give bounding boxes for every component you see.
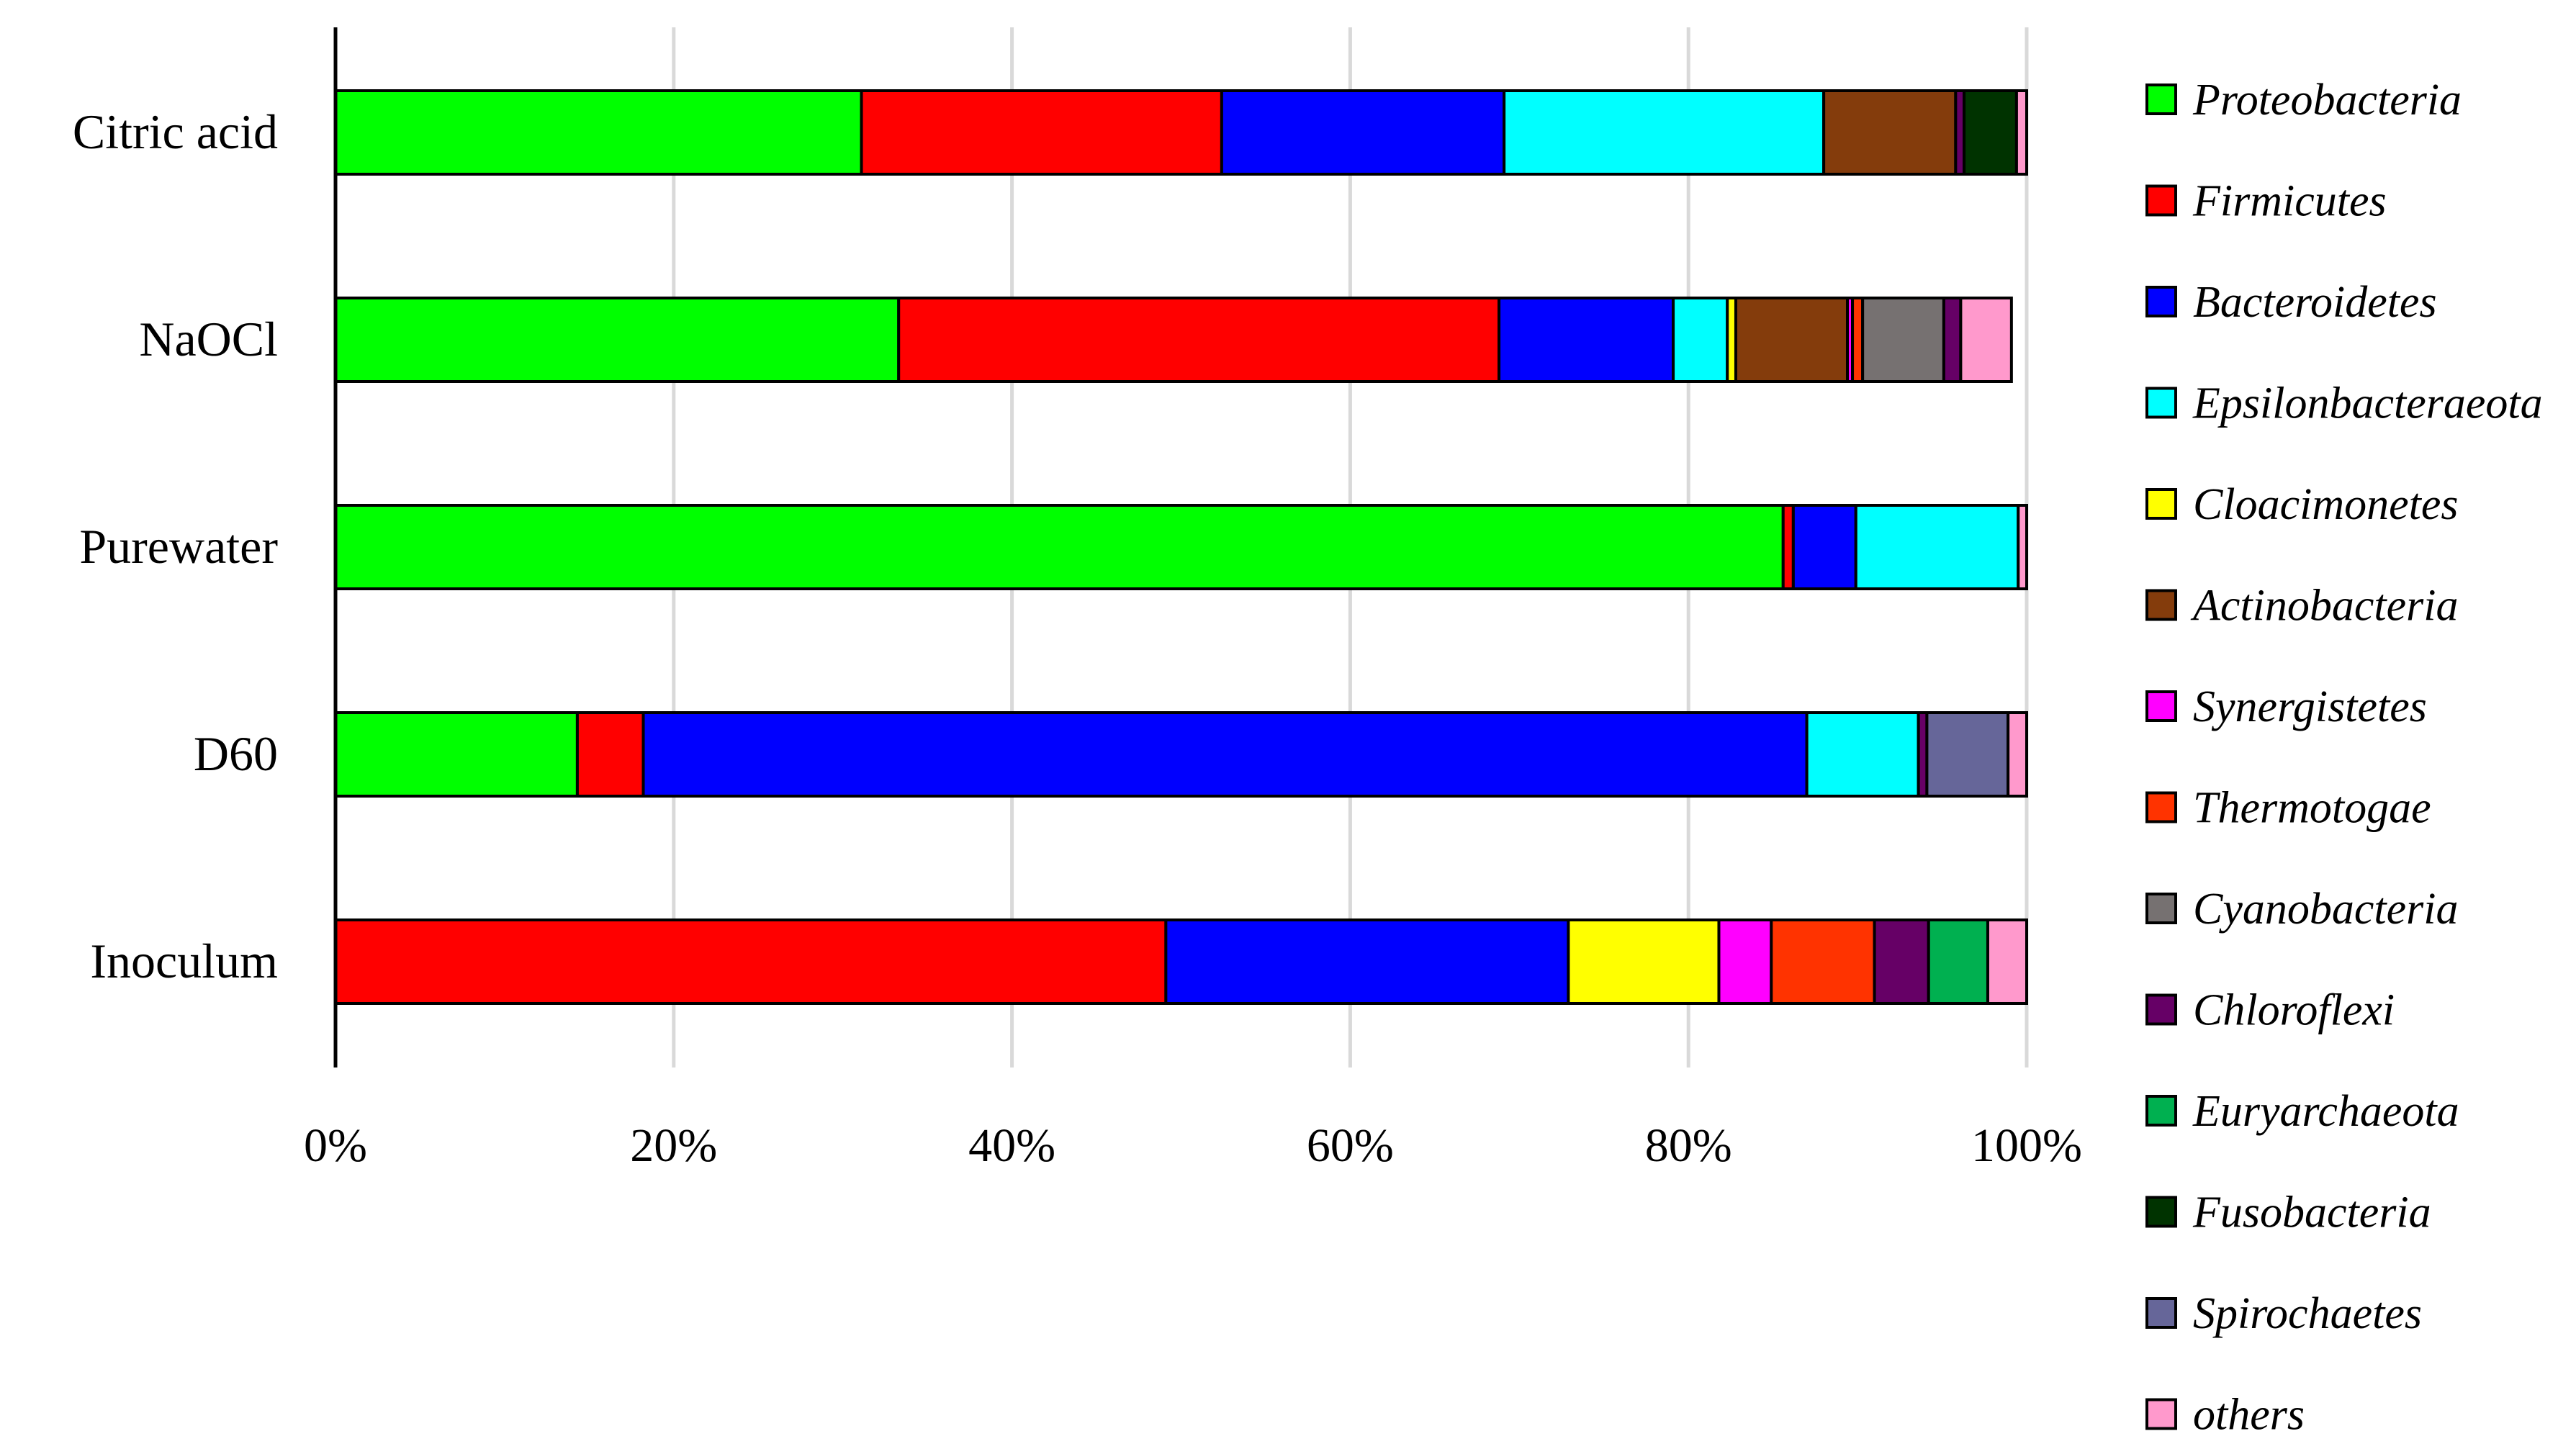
bar-segment [334,297,901,383]
legend-label: Proteobacteria [2192,76,2462,125]
bar-segment [334,711,579,798]
legend-label: Firmicutes [2192,177,2387,226]
legend-swatch [2145,1095,2177,1127]
category-label: Inoculum [90,934,278,988]
bar-segment [334,504,1785,590]
bar-segment [1734,297,1850,383]
legend-swatch [2145,993,2177,1026]
legend-swatch [2145,1196,2177,1228]
category-labels: Citric acid NaOCl Purewater D60 Inoculum [73,104,278,988]
legend-item: Synergistetes [2145,682,2427,731]
legend-swatch [2145,690,2177,722]
x-tick-label: 80% [1645,1119,1732,1172]
legend-label: Bacteroidetes [2193,278,2437,327]
bar-segment [1220,89,1506,176]
bar-segment [1672,297,1729,383]
bar-segment [1791,504,1857,590]
bar-segment [1164,918,1570,1005]
legend-item: Actinobacteria [2145,582,2458,631]
bar-segment [1498,297,1675,383]
bar-segment [2017,504,2028,590]
legend-label: Fusobacteria [2192,1188,2431,1237]
x-tick-label: 60% [1307,1119,1394,1172]
bar-segment [1963,89,2018,176]
bar-segment [1986,918,2028,1005]
bar-segment [1770,918,1876,1005]
bar-segment [1717,918,1773,1005]
legend-label: Cloacimonetes [2193,480,2459,529]
legend-item: Spirochaetes [2145,1289,2422,1338]
legend-swatch [2145,1297,2177,1329]
bar-segment [1927,918,1989,1005]
legend-swatch [2145,387,2177,419]
bars [334,89,2029,1005]
bar-segment [1851,297,1865,383]
bar-segment [1781,504,1795,590]
legend-label: Epsilonbacteraeota [2192,379,2543,428]
bar-segment [641,711,1809,798]
legend-swatch [2145,184,2177,217]
legend-item: Thermotogae [2145,784,2431,833]
x-tick-labels: 0% 20% 40% 60% 80% 100% [304,1119,2082,1172]
bar-segment [1822,89,1958,176]
bar-group [334,711,2028,798]
legend-swatch [2145,791,2177,823]
legend: Proteobacteria Firmicutes Bacteroidetes Eps… [2145,76,2543,1440]
bar-segment [1805,711,1920,798]
bar-segment [1503,89,1826,176]
legend-swatch [2145,893,2177,924]
bar-segment [2007,711,2028,798]
bar-group [334,297,2013,383]
legend-item: others [2145,1391,2305,1440]
x-tick-label: 20% [630,1119,717,1172]
bar-group [334,89,2029,176]
legend-label: Actinobacteria [2190,582,2458,631]
legend-item: Epsilonbacteraeota [2145,379,2543,428]
bar-segment [860,89,1223,176]
bar-segment [1959,297,2013,383]
legend-item: Euryarchaeota [2145,1087,2459,1136]
bar-segment [1942,297,1963,383]
legend-item: Chloroflexi [2145,986,2395,1035]
bar-group [334,504,2028,590]
bar-segment [575,711,645,798]
x-tick-label: 100% [1971,1119,2082,1172]
legend-label: Spirochaetes [2193,1289,2422,1338]
legend-label: Synergistetes [2193,682,2427,731]
legend-swatch [2145,488,2177,520]
legend-item: Firmicutes [2145,177,2387,226]
bar-segment [334,918,1168,1005]
bar-segment [897,297,1501,383]
legend-item: Fusobacteria [2145,1188,2431,1237]
legend-item: Proteobacteria [2145,76,2462,125]
bar-segment [1925,711,2010,798]
category-label: D60 [194,726,278,781]
legend-label: Cyanobacteria [2193,885,2459,934]
legend-swatch [2145,1398,2177,1430]
bar-segment [1873,918,1930,1005]
legend-item: Cloacimonetes [2145,480,2459,529]
legend-swatch [2145,286,2177,317]
bar-segment [1854,504,2020,590]
category-label: Citric acid [73,104,278,159]
legend-item: Bacteroidetes [2145,278,2437,327]
bar-segment [1861,297,1945,383]
category-label: Purewater [79,519,278,574]
bar-segment [2014,89,2029,176]
legend-label: Chloroflexi [2193,986,2395,1035]
legend-item: Cyanobacteria [2145,885,2459,934]
legend-swatch [2145,83,2177,115]
x-tick-label: 40% [968,1119,1055,1172]
bar-segment [334,89,863,176]
bar-segment [1567,918,1721,1005]
legend-label: Euryarchaeota [2192,1087,2459,1136]
legend-swatch [2145,589,2177,621]
x-tick-label: 0% [304,1119,367,1172]
category-label: NaOCl [139,312,278,366]
legend-label: Thermotogae [2193,784,2431,833]
bar-group [334,918,2028,1005]
legend-label: others [2193,1391,2305,1440]
